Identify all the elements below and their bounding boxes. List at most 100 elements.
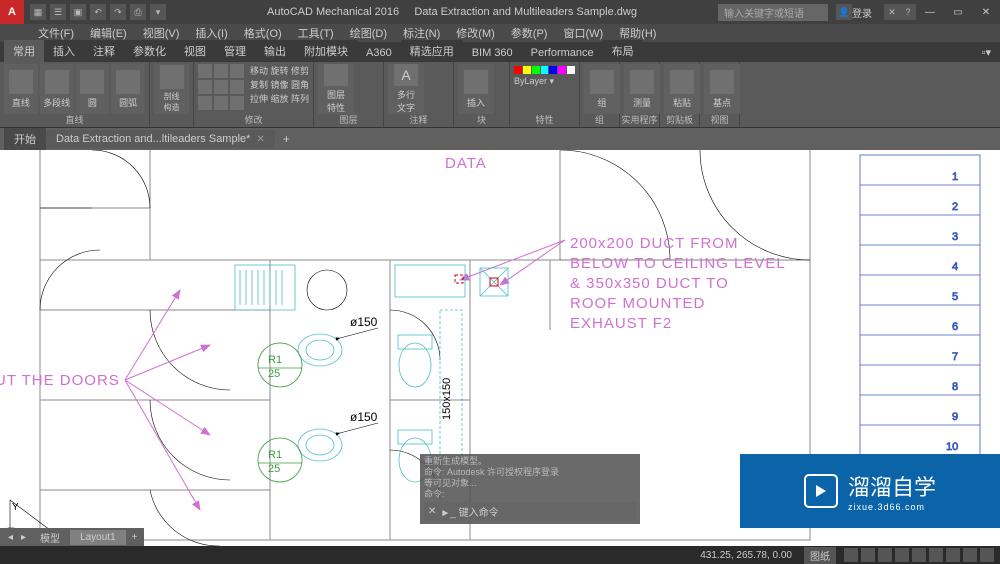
svg-text:EXHAUST F2: EXHAUST F2	[570, 315, 672, 332]
ribbon-tab-performance[interactable]: Performance	[522, 44, 603, 62]
menu-window[interactable]: 窗口(W)	[555, 25, 611, 41]
line-button[interactable]: 直线	[4, 64, 38, 114]
panel-label: 注释	[384, 113, 453, 126]
snap-toggle-icon[interactable]	[861, 548, 875, 562]
document-name: Data Extraction and Multileaders Sample.…	[414, 6, 637, 18]
osnap-toggle-icon[interactable]	[912, 548, 926, 562]
command-line[interactable]: 重新生成模型。 命令: Autodesk 许可授权程序登录 等可见对象... 命…	[420, 454, 640, 524]
ribbon-tab-addins[interactable]: 附加模块	[295, 40, 357, 62]
open-icon[interactable]: ☰	[50, 4, 66, 20]
drawing-canvas[interactable]: DATA UT THE DOORS 200x200 DUCT FROM BELO…	[0, 150, 1000, 546]
print-icon[interactable]: ⎙	[130, 4, 146, 20]
customize-icon[interactable]	[980, 548, 994, 562]
watermark: 溜溜自学 zixue.3d66.com	[740, 454, 1000, 528]
minimize-button[interactable]: —	[916, 0, 944, 24]
maximize-button[interactable]: ▭	[944, 0, 972, 24]
save-icon[interactable]: ▣	[70, 4, 86, 20]
svg-text:6: 6	[952, 321, 958, 333]
search-box[interactable]: 输入关键字或短语	[718, 4, 828, 21]
command-input[interactable]: ✕ ►_ 键入命令	[424, 502, 636, 521]
polyline-button[interactable]: 多段线	[40, 64, 74, 114]
tab-model[interactable]: 模型	[30, 528, 70, 547]
text-button[interactable]: A多行文字	[388, 64, 424, 114]
ribbon-tab-view[interactable]: 视图	[175, 40, 215, 62]
svg-text:& 350x350 DUCT TO: & 350x350 DUCT TO	[570, 275, 729, 292]
ribbon-tab-manage[interactable]: 管理	[215, 40, 255, 62]
menu-modify[interactable]: 修改(M)	[448, 25, 503, 41]
ribbon-tab-annotate[interactable]: 注释	[84, 40, 124, 62]
watermark-url: zixue.3d66.com	[848, 502, 936, 512]
panel-utilities: 测量 实用程序	[620, 62, 660, 127]
arc-button[interactable]: 圆弧	[111, 64, 145, 114]
doc-tab-current[interactable]: Data Extraction and...ltileaders Sample*…	[46, 130, 275, 148]
polar-toggle-icon[interactable]	[895, 548, 909, 562]
app-icon[interactable]: A	[0, 0, 24, 24]
help-icon[interactable]: ?	[900, 4, 916, 20]
insert-button[interactable]: 插入	[458, 64, 494, 114]
svg-text:ø150: ø150	[350, 410, 378, 424]
svg-text:R1: R1	[268, 354, 282, 366]
menu-insert[interactable]: 插入(I)	[187, 25, 235, 41]
menu-edit[interactable]: 编辑(E)	[82, 25, 135, 41]
title-text: AutoCAD Mechanical 2016 Data Extraction …	[186, 6, 718, 18]
login-icon[interactable]: 👤	[836, 4, 852, 20]
lineweight-icon[interactable]	[929, 548, 943, 562]
panel-draw: 直线 多段线 圆 圆弧 直线	[0, 62, 150, 127]
group-button[interactable]: 组	[584, 64, 620, 114]
ribbon: 直线 多段线 圆 圆弧 直线 剖线构造 移动 旋转 修剪复制 镜像 圆角拉伸 缩…	[0, 62, 1000, 128]
menu-format[interactable]: 格式(O)	[236, 25, 290, 41]
callout-duct: 200x200 DUCT FROM BELOW TO CEILING LEVEL…	[460, 235, 786, 332]
panel-block: 插入 块	[454, 62, 510, 127]
ribbon-tab-home[interactable]: 常用	[4, 40, 44, 62]
status-mode[interactable]: 图纸	[804, 547, 836, 564]
new-tab-button[interactable]: +	[275, 132, 298, 146]
annotation-scale-icon[interactable]	[946, 548, 960, 562]
ribbon-tab-bim360[interactable]: BIM 360	[463, 44, 522, 62]
more-icon[interactable]: ▾	[150, 4, 166, 20]
ribbon-tab-a360[interactable]: A360	[357, 44, 401, 62]
layer-button[interactable]: 图层特性	[318, 64, 354, 114]
ribbon-tab-featured[interactable]: 精选应用	[401, 40, 463, 62]
redo-icon[interactable]: ↷	[110, 4, 126, 20]
menu-tools[interactable]: 工具(T)	[290, 25, 342, 41]
ribbon-tab-insert[interactable]: 插入	[44, 40, 84, 62]
undo-icon[interactable]: ↶	[90, 4, 106, 20]
menu-view[interactable]: 视图(V)	[135, 25, 188, 41]
new-icon[interactable]: ▦	[30, 4, 46, 20]
layout-next-icon[interactable]: ▸	[17, 532, 30, 543]
circle-button[interactable]: 圆	[76, 64, 110, 114]
exchange-icon[interactable]: ✕	[884, 4, 900, 20]
menu-dimension[interactable]: 标注(N)	[395, 25, 448, 41]
measure-button[interactable]: 测量	[624, 64, 660, 114]
close-icon[interactable]: ✕	[256, 134, 264, 145]
menu-help[interactable]: 帮助(H)	[611, 25, 664, 41]
add-layout-button[interactable]: +	[126, 532, 144, 543]
panel-layer: 图层特性 图层	[314, 62, 384, 127]
status-toggles	[844, 548, 994, 562]
login-label[interactable]: 登录	[852, 5, 872, 20]
close-button[interactable]: ✕	[972, 0, 1000, 24]
panel-label: 修改	[194, 113, 313, 126]
baseview-button[interactable]: 基点	[704, 64, 740, 114]
svg-text:8: 8	[952, 381, 958, 393]
menu-param[interactable]: 参数(P)	[503, 25, 556, 41]
panel-annotate: A多行文字 注释	[384, 62, 454, 127]
ortho-toggle-icon[interactable]	[878, 548, 892, 562]
ribbon-tab-output[interactable]: 输出	[255, 40, 295, 62]
tab-layout1[interactable]: Layout1	[70, 530, 126, 545]
menu-draw[interactable]: 绘图(D)	[342, 25, 395, 41]
layout-prev-icon[interactable]: ◂	[4, 532, 17, 543]
cmd-history: 重新生成模型。 命令: Autodesk 许可授权程序登录 等可见对象... 命…	[424, 456, 636, 500]
workspace-icon[interactable]	[963, 548, 977, 562]
document-tabs: 开始 Data Extraction and...ltileaders Samp…	[0, 128, 1000, 150]
move-icon[interactable]	[198, 64, 212, 78]
paste-button[interactable]: 粘贴	[664, 64, 700, 114]
grid-toggle-icon[interactable]	[844, 548, 858, 562]
menu-file[interactable]: 文件(F)	[30, 25, 82, 41]
ribbon-tab-parametric[interactable]: 参数化	[124, 40, 175, 62]
ribbon-collapse-icon[interactable]: ▫▾	[973, 43, 1000, 62]
doc-tab-start[interactable]: 开始	[4, 128, 46, 150]
construction-button[interactable]: 剖线构造	[154, 64, 189, 114]
panel-clipboard: 粘贴 剪贴板	[660, 62, 700, 127]
ribbon-tab-layout[interactable]: 布局	[603, 40, 643, 62]
